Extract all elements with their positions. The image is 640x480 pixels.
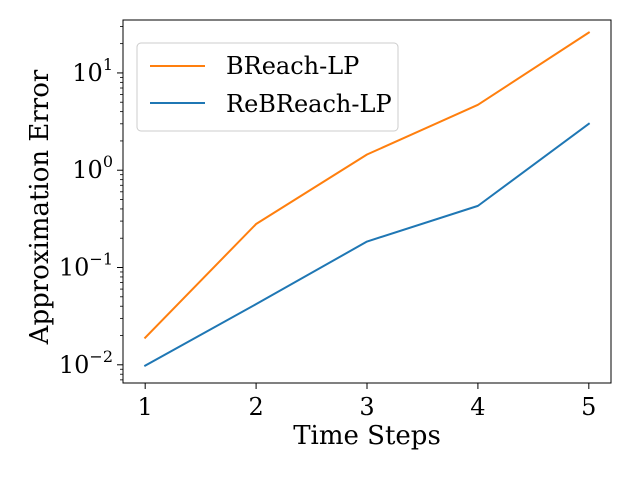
y-axis-label: Approximation Error [25, 69, 55, 345]
y-tick-label: 101 [72, 55, 113, 87]
series-layer [143, 31, 591, 368]
x-axis: 1 2 3 4 5 [138, 383, 596, 421]
y-tick-label: 100 [72, 152, 113, 184]
y-tick-label: 10−1 [59, 250, 113, 282]
legend: BReach-LP ReBReach-LP [136, 42, 399, 132]
legend-label-breach-lp: BReach-LP [226, 52, 359, 80]
y-axis: 10−2 10−1 100 101 [59, 26, 123, 381]
x-tick-label: 3 [359, 393, 374, 421]
x-axis-label: Time Steps [293, 421, 441, 451]
x-tick-label: 4 [470, 393, 485, 421]
series-line-rebreach-lp [143, 122, 591, 368]
x-tick-label: 1 [138, 393, 153, 421]
legend-label-rebreach-lp: ReBReach-LP [226, 90, 392, 118]
x-tick-label: 2 [248, 393, 263, 421]
y-tick-label: 10−2 [59, 347, 113, 379]
x-tick-label: 5 [581, 393, 596, 421]
